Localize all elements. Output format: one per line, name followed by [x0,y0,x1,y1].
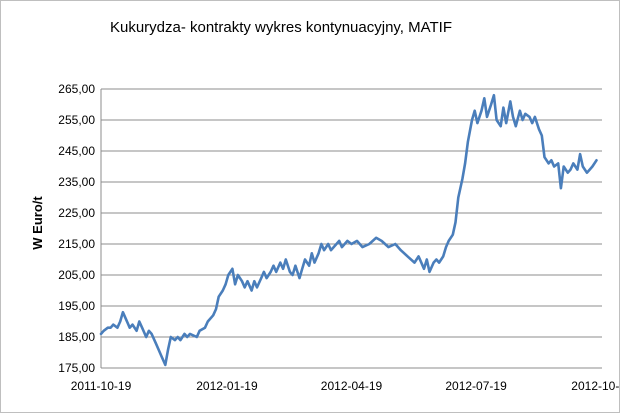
y-tick-label: 235,00 [58,175,95,189]
y-tick-label: 185,00 [58,330,95,344]
x-tick-labels: 2011-10-19 2012-01-19 2012-04-19 2012-07-19… [71,379,619,393]
y-tick-label: 195,00 [58,299,95,313]
gridlines [101,88,602,369]
y-tick-label: 175,00 [58,361,95,375]
x-tick-label: 2012-10-19 [571,379,619,393]
y-tick-label: 255,00 [58,113,95,127]
y-tick-labels: 175,00 185,00 195,00 205,00 215,00 225,00 235,… [58,82,95,375]
x-tick-label: 2012-01-19 [196,379,258,393]
y-tick-label: 265,00 [58,82,95,96]
y-tick-label: 215,00 [58,237,95,251]
x-tick-label: 2012-04-19 [321,379,383,393]
y-axis-label: W Euro/t [30,196,45,250]
x-tick-label: 2012-07-19 [445,379,507,393]
series-line [99,93,598,367]
y-tick-label: 205,00 [58,268,95,282]
chart-title: Kukurydza- kontrakty wykres kontynuacyjn… [109,19,453,36]
y-tick-label: 225,00 [58,206,95,220]
x-tick-label: 2011-10-19 [71,379,132,393]
series-line-group [99,93,598,367]
y-tick-label: 245,00 [58,144,95,158]
